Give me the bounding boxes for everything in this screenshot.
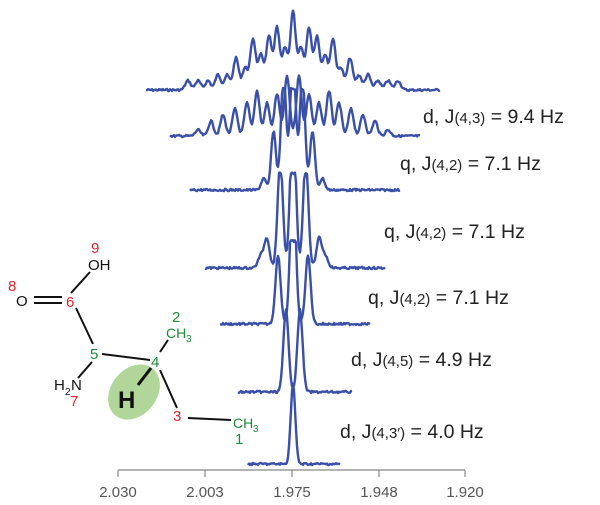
coupling-label-3-main: q, J — [384, 221, 416, 243]
atom-ch3-top: CH — [166, 325, 186, 341]
coupling-label-2: q, J(4,2) = 7.1 Hz — [400, 153, 541, 176]
bond-c6-oh — [70, 271, 91, 294]
coupling-label-1: d, J(4,3) = 9.4 Hz — [423, 106, 564, 129]
atom-number-5: 5 — [90, 346, 98, 363]
atom-number-2: 2 — [172, 309, 180, 326]
coupling-label-3-atoms: (4,2) — [415, 225, 447, 242]
coupling-label-5-atoms: (4,5) — [382, 353, 414, 370]
atom-o: O — [16, 293, 28, 310]
x-axis: 2.030 2.003 1.975 1.948 1.920 — [99, 469, 484, 501]
coupling-label-6-value: = 4.0 Hz — [405, 421, 484, 443]
bond-c4-c2 — [159, 339, 169, 353]
x-tick-label: 1.948 — [360, 484, 398, 501]
highlighted-proton-ellipse — [108, 364, 160, 420]
atom-h2n-n: N — [71, 377, 82, 394]
molecule-structure: OH O H 2 N H CH 3 CH 3 9 8 6 5 7 4 2 3 1 — [8, 240, 259, 448]
coupling-label-2-atoms: (4,2) — [431, 157, 463, 174]
x-tick-label: 1.975 — [273, 484, 311, 501]
atom-ch3-bottom: CH — [233, 415, 253, 431]
coupling-label-2-value: = 7.1 Hz — [462, 153, 541, 175]
spectrum-trace-1 — [145, 9, 441, 93]
coupling-label-6-atoms: (4,3′) — [371, 425, 406, 442]
atom-number-7: 7 — [70, 393, 78, 410]
coupling-label-5-value: = 4.9 Hz — [413, 349, 492, 371]
atom-number-8: 8 — [8, 278, 16, 295]
spectrum-trace-4 — [204, 171, 386, 271]
spectrum-trace-6 — [237, 307, 353, 395]
coupling-label-2-main: q, J — [400, 153, 432, 175]
coupling-label-1-value: = 9.4 Hz — [485, 106, 564, 128]
coupling-label-4-main: q, J — [368, 287, 400, 309]
atom-number-1: 1 — [235, 431, 243, 448]
bond-c4-c3 — [159, 369, 178, 409]
atom-number-3: 3 — [173, 408, 181, 425]
atom-number-6: 6 — [66, 294, 74, 311]
coupling-label-5: d, J(4,5) = 4.9 Hz — [351, 349, 492, 372]
atom-ch3-top-sub: 3 — [186, 334, 192, 345]
coupling-label-4: q, J(4,2) = 7.1 Hz — [368, 287, 509, 310]
atom-h2n-2: 2 — [65, 387, 71, 398]
atom-number-4: 4 — [151, 354, 159, 371]
bond-c3-c1 — [187, 417, 232, 421]
x-axis-ticks: 2.030 2.003 1.975 1.948 1.920 — [99, 470, 484, 501]
x-tick-label: 2.003 — [186, 484, 224, 501]
coupling-label-1-main: d, J — [423, 106, 455, 128]
x-tick-label: 1.920 — [446, 484, 484, 501]
spectrum-trace-3 — [189, 86, 401, 193]
coupling-label-3: q, J(4,2) = 7.1 Hz — [384, 221, 525, 244]
atom-oh: OH — [88, 257, 111, 274]
spectrum-trace-7 — [247, 382, 341, 467]
atom-ch3-bottom-sub: 3 — [253, 424, 259, 435]
bond-c5-n — [77, 361, 93, 379]
atom-number-9: 9 — [91, 240, 99, 257]
coupling-label-4-value: = 7.1 Hz — [430, 287, 509, 309]
atom-h2n-h: H — [54, 377, 65, 394]
coupling-label-4-atoms: (4,2) — [399, 291, 431, 308]
bond-c5-c4 — [101, 353, 151, 361]
bond-c4-h — [136, 367, 153, 386]
coupling-label-6-main: d, J — [340, 421, 372, 443]
x-tick-label: 2.030 — [99, 484, 137, 501]
spectrum-trace-2 — [169, 74, 421, 139]
spectrum-traces — [145, 9, 441, 467]
atom-h-highlighted: H — [118, 387, 135, 414]
spectrum-trace-5 — [219, 239, 371, 327]
coupling-label-1-atoms: (4,3) — [454, 110, 486, 127]
coupling-label-3-value: = 7.1 Hz — [446, 221, 525, 243]
coupling-label-5-main: d, J — [351, 349, 383, 371]
coupling-label-6: d, J(4,3′) = 4.0 Hz — [340, 421, 484, 444]
bond-c6-c5 — [75, 307, 94, 345]
